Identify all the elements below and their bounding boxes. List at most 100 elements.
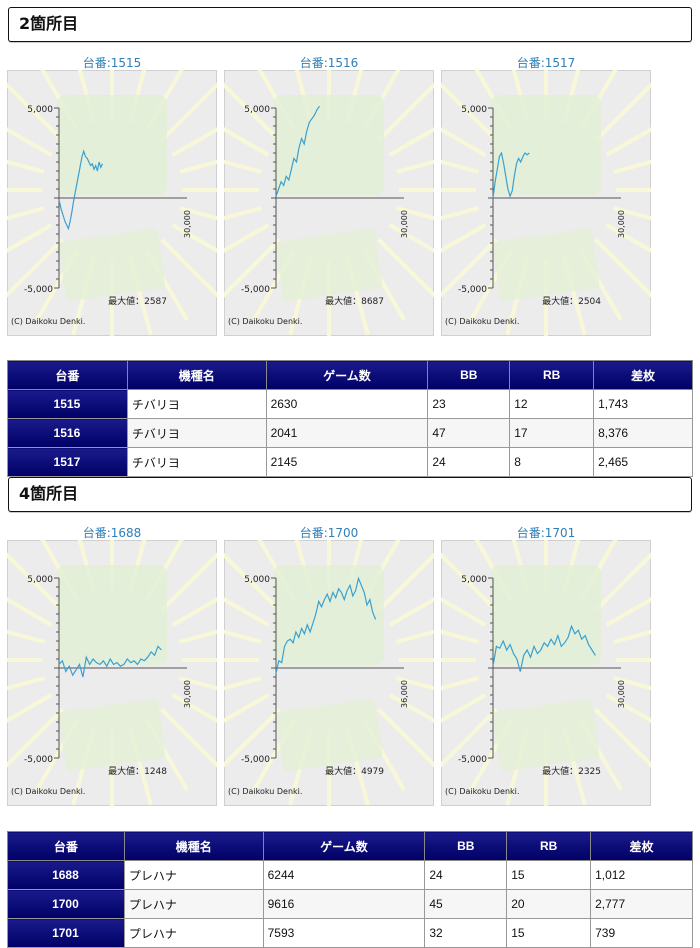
machine-number: 1701 (7, 918, 125, 948)
sun-ray (388, 127, 434, 157)
copyright-label: (C) Daikoku Denki. (11, 787, 85, 796)
col-header: BB (424, 831, 508, 861)
sun-ray (605, 127, 651, 157)
max-value-label: 最大値：1248 (108, 765, 167, 777)
col-header: BB (427, 360, 511, 390)
section-title-4: 4箇所目 (8, 477, 692, 512)
sun-ray (594, 238, 651, 298)
sun-ray (224, 693, 270, 723)
col-header: 台番 (7, 831, 125, 861)
series-line (275, 105, 320, 197)
sun-ray (594, 708, 651, 768)
table-row: 1516 チバリヨ 2041 47 17 8,376 (7, 418, 693, 448)
sun-ray (613, 206, 651, 221)
sun-ray (441, 223, 487, 253)
machine-table-2: 台番 機種名 ゲーム数 BB RB 差枚 1688 プレハナ 6244 24 1… (7, 831, 693, 948)
sun-ray (224, 82, 281, 142)
y-tick-label: 5,000 (461, 105, 487, 115)
sun-ray (224, 159, 262, 174)
y-tick-label: -5,000 (458, 285, 487, 295)
x-tick-label: 36,000 (400, 680, 409, 708)
sunburst-decoration (224, 70, 434, 336)
rb-count: 15 (506, 918, 592, 948)
machine-model: チバリヨ (126, 418, 267, 448)
chart-title: 台番:1701 (516, 526, 576, 540)
bb-count: 24 (427, 447, 511, 477)
chart-svg: 5,000 -5,000 30,000 最大値：2325 (C) Daikoku Den… (441, 540, 651, 806)
x-tick-label: 30,000 (183, 680, 192, 708)
sun-ray (224, 629, 262, 644)
sun-ray (160, 238, 217, 298)
sun-ray (171, 693, 217, 723)
sun-ray (613, 629, 651, 644)
x-tick-label: 30,000 (400, 210, 409, 238)
rb-count: 15 (506, 860, 592, 890)
sun-ray (605, 223, 651, 253)
sun-ray (396, 159, 434, 174)
table-row: 1700 プレハナ 9616 45 20 2,777 (7, 889, 693, 919)
sun-ray (605, 693, 651, 723)
sun-ray (441, 708, 498, 768)
series-line (58, 149, 104, 231)
sun-ray (377, 82, 434, 142)
table-row: 1688 プレハナ 6244 24 15 1,012 (7, 860, 693, 890)
sun-ray (441, 159, 479, 174)
bb-count: 45 (424, 889, 508, 919)
sun-ray (441, 629, 479, 644)
sun-ray (179, 629, 217, 644)
series-line (58, 645, 162, 678)
sun-ray (7, 206, 45, 221)
machine-number: 1516 (7, 418, 128, 448)
section-title-2: 2箇所目 (8, 7, 692, 42)
coin-diff: 2,777 (590, 889, 693, 919)
game-count: 9616 (262, 889, 426, 919)
sun-ray (613, 159, 651, 174)
sun-ray (224, 206, 262, 221)
sun-ray (613, 676, 651, 691)
col-header: RB (509, 360, 595, 390)
game-count: 6244 (262, 860, 426, 890)
decor-tray (492, 698, 600, 772)
coin-diff: 8,376 (593, 418, 693, 448)
chart-svg: 5,000 -5,000 30,000 最大値：2587 (C) Daikoku Den… (7, 70, 217, 336)
y-tick-label: 5,000 (244, 575, 270, 585)
sun-ray (224, 223, 270, 253)
series-line (275, 576, 377, 674)
sun-ray (7, 223, 53, 253)
sun-ray (605, 597, 651, 627)
sun-ray (171, 223, 217, 253)
game-count: 2041 (265, 418, 429, 448)
sun-ray (388, 223, 434, 253)
coin-diff: 1,012 (590, 860, 693, 890)
sun-ray (441, 693, 487, 723)
chart-svg: 5,000 -5,000 30,000 最大値：1248 (C) Daikoku Den… (7, 540, 217, 806)
y-tick-label: -5,000 (24, 285, 53, 295)
bb-count: 23 (427, 389, 511, 419)
game-count: 2630 (265, 389, 429, 419)
y-tick-label: -5,000 (241, 285, 270, 295)
sun-ray (224, 708, 281, 768)
sun-ray (594, 82, 651, 142)
chart-svg: 5,000 -5,000 36,000 最大値：4979 (C) Daikoku Den… (224, 540, 434, 806)
sun-ray (179, 206, 217, 221)
decor-tray (492, 228, 600, 302)
sun-ray (7, 552, 64, 612)
sun-ray (179, 676, 217, 691)
max-value-label: 最大値：8687 (325, 295, 384, 307)
decor-panel (491, 95, 601, 195)
sun-ray (594, 552, 651, 612)
sun-ray (441, 552, 498, 612)
max-value-label: 最大値：2587 (108, 295, 167, 307)
y-tick-label: 5,000 (244, 105, 270, 115)
sun-ray (7, 597, 53, 627)
max-value-label: 最大値：2504 (542, 295, 601, 307)
sun-ray (224, 238, 281, 298)
bb-count: 32 (424, 918, 508, 948)
rb-count: 12 (509, 389, 595, 419)
sun-ray (7, 708, 64, 768)
decor-panel (274, 95, 384, 195)
rb-count: 17 (509, 418, 595, 448)
chart-title: 台番:1700 (299, 526, 359, 540)
table-header-row: 台番 機種名 ゲーム数 BB RB 差枚 (7, 360, 693, 390)
col-header: RB (506, 831, 592, 861)
